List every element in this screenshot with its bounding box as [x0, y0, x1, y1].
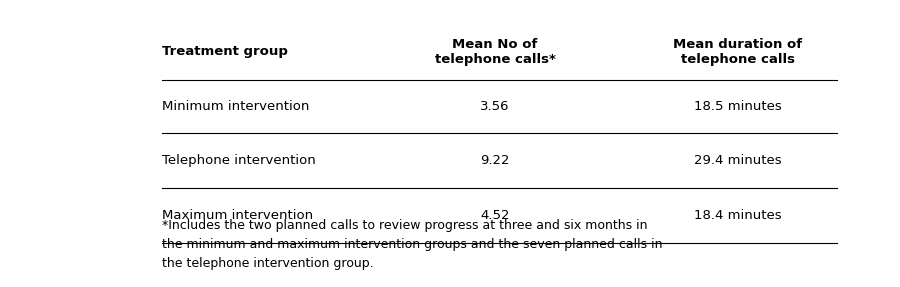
Text: 18.5 minutes: 18.5 minutes: [694, 100, 782, 113]
Text: Mean No of
telephone calls*: Mean No of telephone calls*: [435, 38, 555, 66]
Text: Telephone intervention: Telephone intervention: [162, 154, 316, 167]
Text: Mean duration of
telephone calls: Mean duration of telephone calls: [673, 38, 803, 66]
Text: Maximum intervention: Maximum intervention: [162, 209, 313, 222]
Text: 4.52: 4.52: [481, 209, 509, 222]
Text: Treatment group: Treatment group: [162, 45, 288, 58]
Text: Minimum intervention: Minimum intervention: [162, 100, 310, 113]
Text: 29.4 minutes: 29.4 minutes: [694, 154, 782, 167]
Text: 3.56: 3.56: [481, 100, 509, 113]
Text: 18.4 minutes: 18.4 minutes: [694, 209, 782, 222]
Text: 9.22: 9.22: [481, 154, 509, 167]
Text: *Includes the two planned calls to review progress at three and six months in
th: *Includes the two planned calls to revie…: [162, 219, 662, 270]
